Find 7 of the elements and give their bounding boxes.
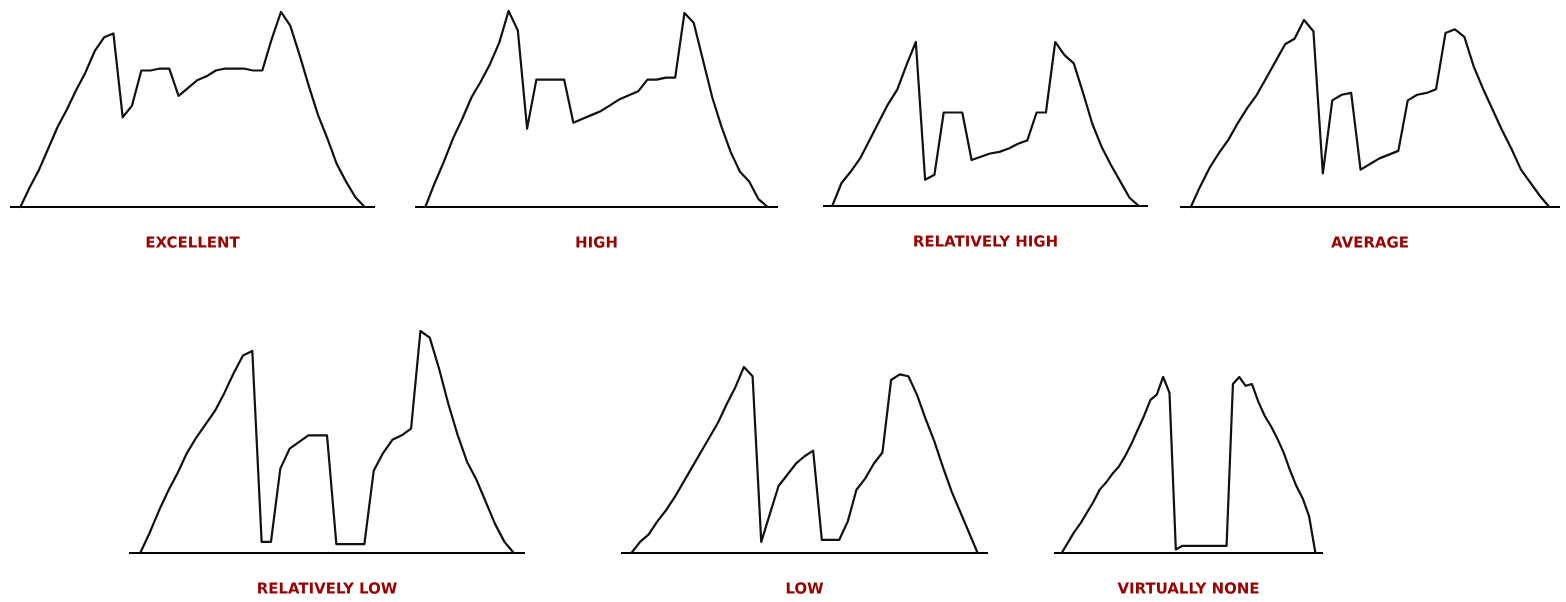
text: VIRTUALLY NONE	[1117, 582, 1259, 594]
text: EXCELLENT	[146, 236, 240, 248]
text: RELATIVELY LOW	[258, 582, 397, 594]
text: AVERAGE	[1331, 236, 1408, 248]
text: RELATIVELY HIGH	[914, 235, 1057, 247]
text: HIGH	[576, 236, 617, 248]
text: LOW	[786, 582, 824, 594]
